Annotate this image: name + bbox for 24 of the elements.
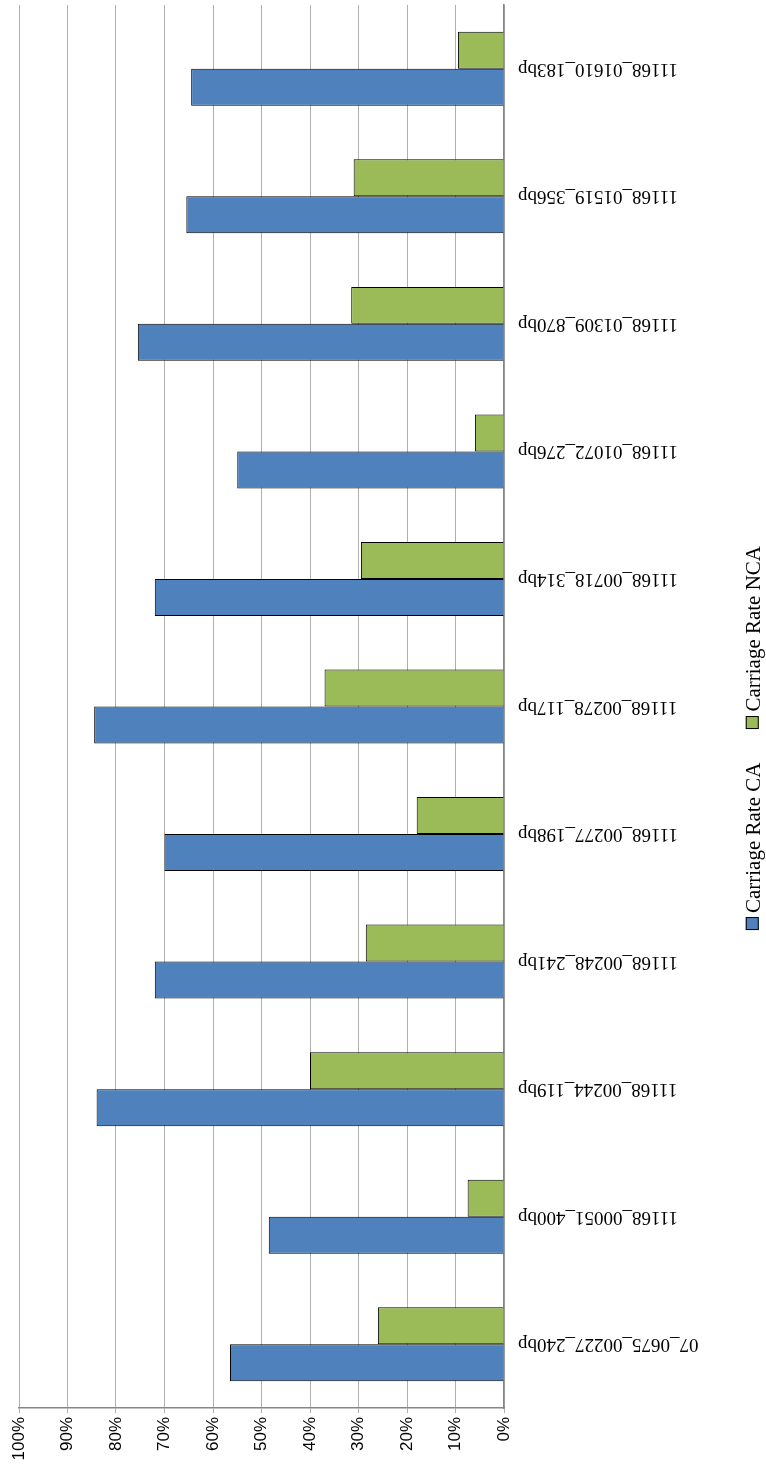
text: Carriage Rate NCA	[740, 545, 765, 712]
x-tick-label: 90%	[57, 1417, 77, 1452]
text: Carriage Rate CA	[740, 762, 765, 914]
y-tick-label: 11168_00248_241bp	[518, 952, 679, 974]
y-tick-label: 11168_01610_183bp	[518, 59, 679, 81]
x-tick-label: 100%	[8, 1417, 28, 1461]
y-tick-label: 11168_00244_119bp	[518, 1080, 678, 1102]
y-tick-label: 11168_01072_276bp	[518, 442, 679, 464]
y-tick-label: 07_0675_00227_240bp	[518, 1335, 699, 1357]
x-tick-label: 50%	[251, 1417, 271, 1452]
y-tick-label: 11168_00718_314bp	[518, 569, 679, 591]
y-tick-label: 11168_01309_870bp	[518, 314, 679, 336]
x-tick-label: 10%	[445, 1417, 465, 1452]
y-tick-label: 11168_00278_117bp	[518, 697, 678, 719]
x-tick-label: 20%	[396, 1417, 416, 1452]
x-tick-label: 30%	[348, 1417, 368, 1452]
x-tick-label: 40%	[299, 1417, 319, 1452]
x-tick-label: 60%	[202, 1417, 222, 1452]
y-tick-label: 11168_01519_356bp	[518, 187, 679, 209]
x-tick-label: 0%	[493, 1417, 513, 1442]
x-tick-label: 80%	[105, 1417, 125, 1452]
y-tick-label: 11168_00277_198bp	[518, 825, 679, 847]
y-tick-label: 11168_00051_400bp	[518, 1207, 679, 1229]
x-tick-label: 70%	[154, 1417, 174, 1452]
